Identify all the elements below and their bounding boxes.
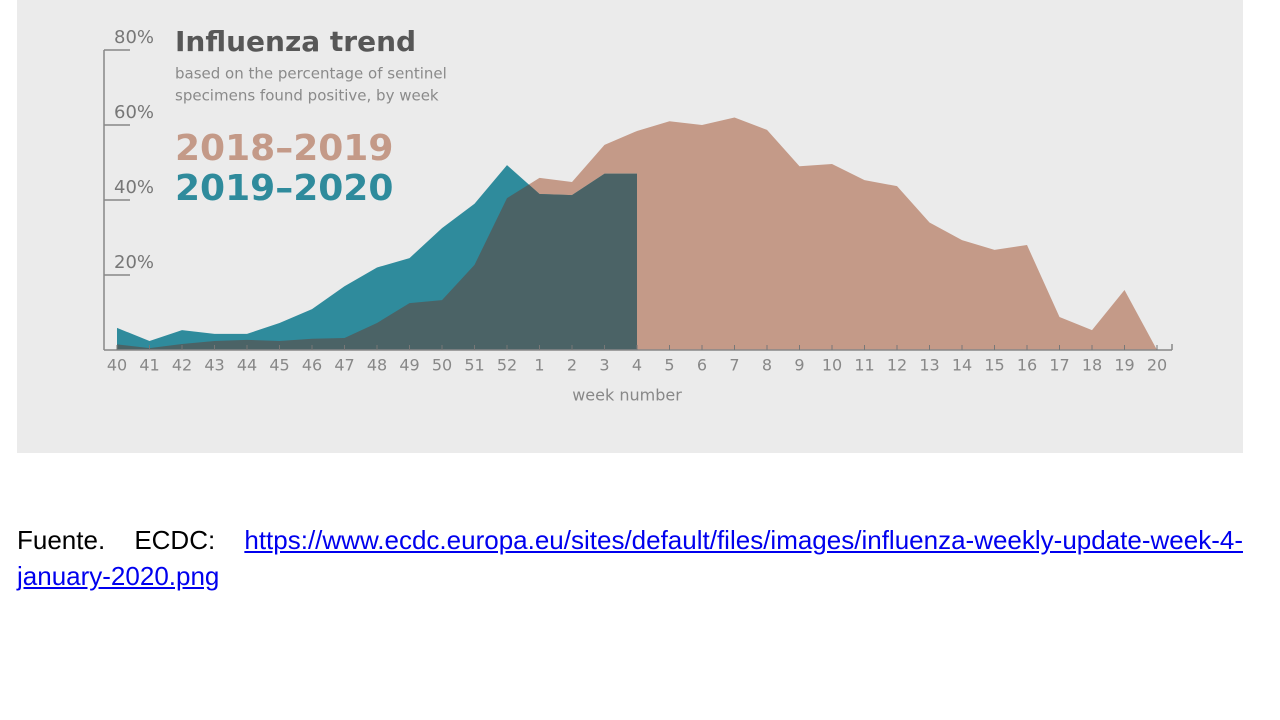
x-tick-label: 16 bbox=[1017, 356, 1037, 375]
x-tick-label: 51 bbox=[464, 356, 484, 375]
source-link[interactable]: https://www.ecdc.europa.eu/sites/default… bbox=[17, 525, 1243, 591]
x-tick-label: 2 bbox=[567, 356, 577, 375]
x-tick-label: 6 bbox=[697, 356, 707, 375]
x-tick-label: 20 bbox=[1147, 356, 1167, 375]
y-tick-label: 20% bbox=[114, 252, 154, 273]
legend-label: 2018–2019 bbox=[175, 128, 393, 169]
x-tick-label: 3 bbox=[599, 356, 609, 375]
y-tick-label: 80% bbox=[114, 27, 154, 48]
x-tick-label: 13 bbox=[919, 356, 939, 375]
x-tick-label: 4 bbox=[632, 356, 642, 375]
x-tick-label: 48 bbox=[367, 356, 387, 375]
x-tick-label: 5 bbox=[664, 356, 674, 375]
caption: Fuente. ECDC: https://www.ecdc.europa.eu… bbox=[17, 522, 1243, 594]
x-axis-label: week number bbox=[572, 386, 682, 405]
x-tick-label: 10 bbox=[822, 356, 842, 375]
x-tick-label: 17 bbox=[1049, 356, 1069, 375]
x-tick-label: 52 bbox=[497, 356, 517, 375]
x-tick-label: 40 bbox=[107, 356, 127, 375]
chart-subtitle: specimens found positive, by week bbox=[175, 87, 439, 105]
x-tick-label: 9 bbox=[794, 356, 804, 375]
chart-title: Influenza trend bbox=[175, 25, 416, 58]
chart: Influenza trend based on the percentage … bbox=[17, 0, 1243, 453]
x-tick-label: 15 bbox=[984, 356, 1004, 375]
x-tick-label: 46 bbox=[302, 356, 322, 375]
x-tick-label: 14 bbox=[952, 356, 972, 375]
x-tick-label: 8 bbox=[762, 356, 772, 375]
x-tick-label: 41 bbox=[139, 356, 159, 375]
y-tick-label: 40% bbox=[114, 177, 154, 198]
legend-label: 2019–2020 bbox=[175, 168, 393, 209]
x-tick-label: 45 bbox=[269, 356, 289, 375]
x-tick-label: 19 bbox=[1114, 356, 1134, 375]
x-tick-label: 1 bbox=[534, 356, 544, 375]
chart-subtitle: based on the percentage of sentinel bbox=[175, 65, 447, 83]
x-tick-label: 50 bbox=[432, 356, 452, 375]
source-label: Fuente. bbox=[17, 525, 106, 555]
x-tick-label: 47 bbox=[334, 356, 354, 375]
x-tick-label: 43 bbox=[204, 356, 224, 375]
x-tick-label: 49 bbox=[399, 356, 419, 375]
x-tick-label: 44 bbox=[237, 356, 257, 375]
y-tick-label: 60% bbox=[114, 102, 154, 123]
x-tick-label: 42 bbox=[172, 356, 192, 375]
x-tick-label: 18 bbox=[1082, 356, 1102, 375]
x-tick-label: 11 bbox=[854, 356, 874, 375]
x-tick-label: 12 bbox=[887, 356, 907, 375]
x-tick-label: 7 bbox=[729, 356, 739, 375]
source-org: ECDC: bbox=[134, 525, 216, 555]
